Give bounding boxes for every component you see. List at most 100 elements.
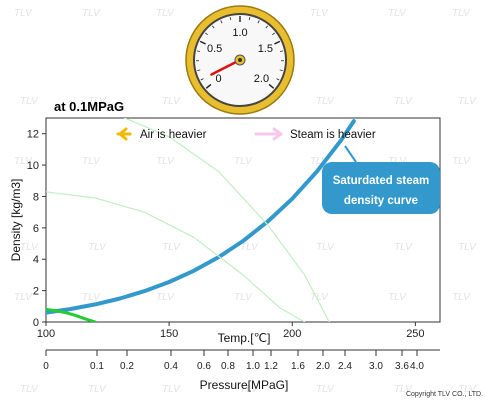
y-tick-label: 12 — [27, 129, 39, 141]
steam-heavier-label: Steam is heavier — [290, 129, 376, 141]
gauge-tick — [205, 32, 208, 36]
watermark-text: TLV — [14, 8, 33, 19]
gauge-hub-center — [238, 58, 242, 62]
watermark-text: TLV — [452, 292, 471, 303]
watermark-text: TLV — [82, 8, 101, 19]
plot-area — [45, 117, 441, 323]
gauge-tick — [280, 50, 284, 52]
y-tick-label: 8 — [33, 191, 39, 203]
pressure-tick-label: 0.8 — [221, 361, 235, 372]
gauge-tick-label: 0.5 — [207, 43, 222, 55]
watermark-text: TLV — [458, 384, 477, 395]
series-line-1 — [46, 307, 97, 322]
watermark-text: TLV — [156, 156, 175, 167]
watermark-text: TLV — [316, 384, 335, 395]
x-tick-label: 200 — [283, 328, 301, 340]
gauge-tick-label: 1.5 — [258, 43, 273, 55]
gauge-tick — [205, 83, 212, 89]
gauge-tick — [211, 25, 215, 29]
watermark-text: TLV — [452, 156, 471, 167]
pressure-tick-label: 0 — [43, 361, 49, 372]
watermark-text: TLV — [88, 96, 107, 107]
watermark-text: TLV — [452, 8, 471, 19]
watermark-text: TLV — [88, 242, 107, 253]
watermark-text: TLV — [388, 8, 407, 19]
pressure-tick-label: 0.4 — [164, 361, 178, 372]
legend: Air is heavier Steam is heavier — [116, 127, 376, 141]
pressure-tick-label: 3.6 — [395, 361, 409, 372]
callout-pointer — [344, 145, 357, 163]
x-tick-label: 150 — [160, 328, 178, 340]
curve-callout: Saturdated steam density curve — [322, 145, 440, 214]
watermark-text: TLV — [458, 242, 477, 253]
y-tick-label: 4 — [33, 254, 39, 266]
gauge-tick — [257, 20, 260, 24]
pressure-axis-label: Pressure[MPaG] — [200, 378, 289, 392]
y-tick-label: 10 — [27, 160, 39, 172]
watermark-text: TLV — [162, 242, 181, 253]
gauge-tick — [197, 69, 201, 72]
gauge-tick — [229, 17, 232, 21]
gauge-tick — [196, 50, 200, 52]
pressure-gauge-icon: 0 0.5 1.0 1.5 2.0 — [185, 5, 295, 115]
gauge-tick-label: 0 — [215, 73, 221, 85]
watermark-text: TLV — [316, 242, 335, 253]
pressure-tick-label: 0.1 — [90, 361, 104, 372]
pressure-tick-label: 2.0 — [316, 361, 330, 372]
watermark-text: TLV — [14, 156, 33, 167]
air-heavier-label: Air is heavier — [140, 129, 207, 141]
watermark-text: TLV — [316, 96, 335, 107]
pressure-tick-label: 1.0 — [246, 361, 260, 372]
pressure-tick-label: 0.6 — [197, 361, 211, 372]
gauge-tick — [279, 69, 283, 72]
y-axis: 0 2 4 6 8 10 12 — [27, 129, 46, 329]
callout-box — [322, 162, 440, 214]
callout-line-2: density curve — [344, 195, 418, 207]
x-tick-label: 100 — [37, 328, 55, 340]
chart-title: at 0.1MPaG — [54, 99, 124, 114]
watermark-text: TLV — [88, 384, 107, 395]
watermark-text: TLV — [388, 156, 407, 167]
series-line-3 — [124, 118, 330, 322]
gauge-tick — [200, 78, 204, 81]
watermark-text: TLV — [82, 156, 101, 167]
temp-axis-label: Temp.[℃] — [218, 331, 271, 345]
gauge-tick — [248, 17, 251, 21]
y-tick-label: 6 — [33, 223, 39, 235]
y-tick-label: 2 — [33, 286, 39, 298]
watermark-text: TLV — [394, 384, 413, 395]
gauge-tick — [272, 32, 275, 36]
watermark-text: TLV — [82, 292, 101, 303]
pressure-tick-label: 0.2 — [120, 361, 134, 372]
watermark-text: TLV — [240, 384, 259, 395]
watermark-text: TLV — [234, 156, 253, 167]
gauge-tick — [276, 78, 280, 81]
watermark-text: TLV — [310, 156, 329, 167]
y-axis-label: Density [kg/m3] — [9, 179, 23, 262]
watermark-text: TLV — [388, 292, 407, 303]
gauge-tick — [265, 25, 269, 29]
copyright-notice: Copyright TLV CO., LTD. — [406, 391, 483, 398]
gauge-tick — [274, 40, 281, 45]
gauge-scale: 0 0.5 1.0 1.5 2.0 — [195, 16, 285, 89]
series-layer — [46, 118, 356, 322]
watermark-text: TLV — [156, 292, 175, 303]
watermark-text: TLV — [20, 96, 39, 107]
y-tick-label: 0 — [33, 317, 39, 329]
pressure-tick-label: 1.2 — [264, 361, 278, 372]
watermark-text: TLV — [20, 384, 39, 395]
watermark-text: TLV — [162, 384, 181, 395]
watermark-text: TLV — [310, 8, 329, 19]
watermark-text: TLV — [394, 96, 413, 107]
watermark-text: TLV — [162, 96, 181, 107]
watermark-layer: TLV TLV TLV TLV TLV TLV TLV TLV TLV TLV TLV TLV TLV T… — [14, 8, 477, 395]
x-tick-label: 250 — [406, 328, 424, 340]
watermark-text: TLV — [240, 242, 259, 253]
pressure-tick-label: 1.6 — [291, 361, 305, 372]
pressure-tick-label: 4.0 — [410, 361, 424, 372]
watermark-text: TLV — [234, 292, 253, 303]
gauge-tick — [220, 20, 223, 24]
watermark-text: TLV — [20, 242, 39, 253]
watermark-text: TLV — [394, 242, 413, 253]
